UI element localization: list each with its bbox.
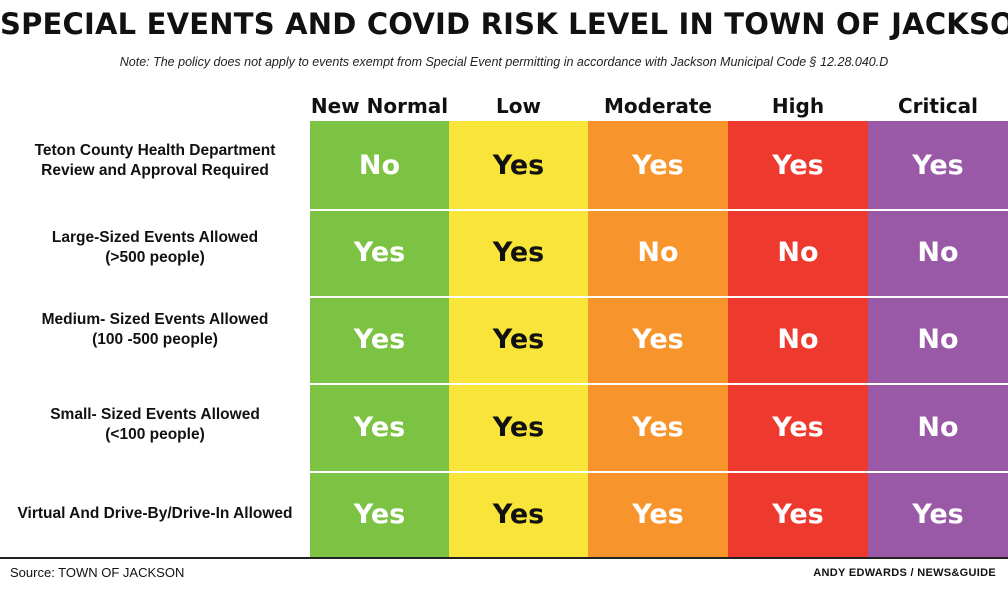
table-cell: No	[917, 324, 959, 355]
column-band-low	[449, 121, 588, 557]
table-cell: No	[637, 237, 679, 268]
table-cell: Yes	[632, 498, 684, 530]
table-cell: Yes	[492, 237, 545, 268]
column-header-new-normal: New Normal	[310, 94, 449, 118]
table-cell: Yes	[632, 149, 684, 181]
table-cell: No	[777, 324, 819, 355]
column-header-low: Low	[496, 94, 541, 118]
row-divider	[310, 296, 1008, 298]
table-cell: No	[917, 411, 959, 443]
row-label: Virtual And Drive-By/Drive-In Allowed	[0, 471, 310, 557]
table-cell: Yes	[772, 411, 824, 443]
row-label-line: Teton County Health Department	[34, 142, 276, 159]
table-cell: Yes	[632, 411, 684, 443]
table-cell: Yes	[632, 324, 684, 355]
source-credit: Source: TOWN OF JACKSON	[10, 565, 185, 580]
column-band-new-normal	[310, 121, 449, 557]
table-cell: Yes	[353, 498, 406, 530]
column-band-moderate	[588, 121, 728, 557]
table-cell: Yes	[353, 411, 406, 443]
table-cell: Yes	[353, 324, 406, 355]
row-label-line: (<100 people)	[105, 426, 205, 443]
column-header-moderate: Moderate	[603, 94, 712, 118]
row-label: Medium- Sized Events Allowed (100 -500 pe…	[0, 286, 310, 373]
row-divider	[310, 383, 1008, 385]
table-cell: Yes	[492, 411, 545, 443]
column-band-critical	[868, 121, 1008, 557]
table-cell: Yes	[492, 324, 545, 355]
table-cell: Yes	[492, 498, 545, 530]
row-label-line: Virtual And Drive-By/Drive-In Allowed	[17, 505, 293, 522]
policy-note: Note: The policy does not apply to event…	[119, 55, 889, 69]
table-cell: Yes	[912, 149, 964, 181]
row-label-line: (>500 people)	[105, 248, 205, 266]
table-cell: Yes	[912, 498, 964, 530]
table-cell: Yes	[772, 149, 824, 181]
row-divider	[310, 471, 1008, 473]
row-label-line: Large-Sized Events Allowed	[51, 228, 259, 246]
table-cell: Yes	[772, 498, 824, 530]
table-cell: No	[777, 237, 819, 268]
row-label-line: Small- Sized Events Allowed	[50, 406, 260, 423]
column-header-critical: Critical	[897, 94, 979, 118]
table-cell: No	[917, 237, 959, 268]
table-cell: No	[358, 149, 401, 181]
row-label: Teton County Health Department Review and…	[0, 117, 310, 205]
bottom-rule	[0, 557, 1008, 559]
column-band-high	[728, 121, 868, 557]
row-label-line: Review and Approval Required	[41, 162, 269, 179]
page-title: SPECIAL EVENTS AND COVID RISK LEVEL IN T…	[0, 7, 1008, 41]
row-label-line: Medium- Sized Events Allowed	[41, 310, 269, 328]
row-label: Large-Sized Events Allowed (>500 people)	[0, 204, 310, 291]
table-cell: Yes	[492, 149, 545, 181]
table-cell: Yes	[353, 237, 406, 268]
row-divider	[310, 209, 1008, 211]
column-header-high: High	[771, 94, 825, 118]
author-credit: ANDY EDWARDS / NEWS&GUIDE	[813, 567, 996, 579]
row-label: Small- Sized Events Allowed (<100 people)	[0, 381, 310, 469]
row-label-line: (100 -500 people)	[92, 330, 218, 348]
